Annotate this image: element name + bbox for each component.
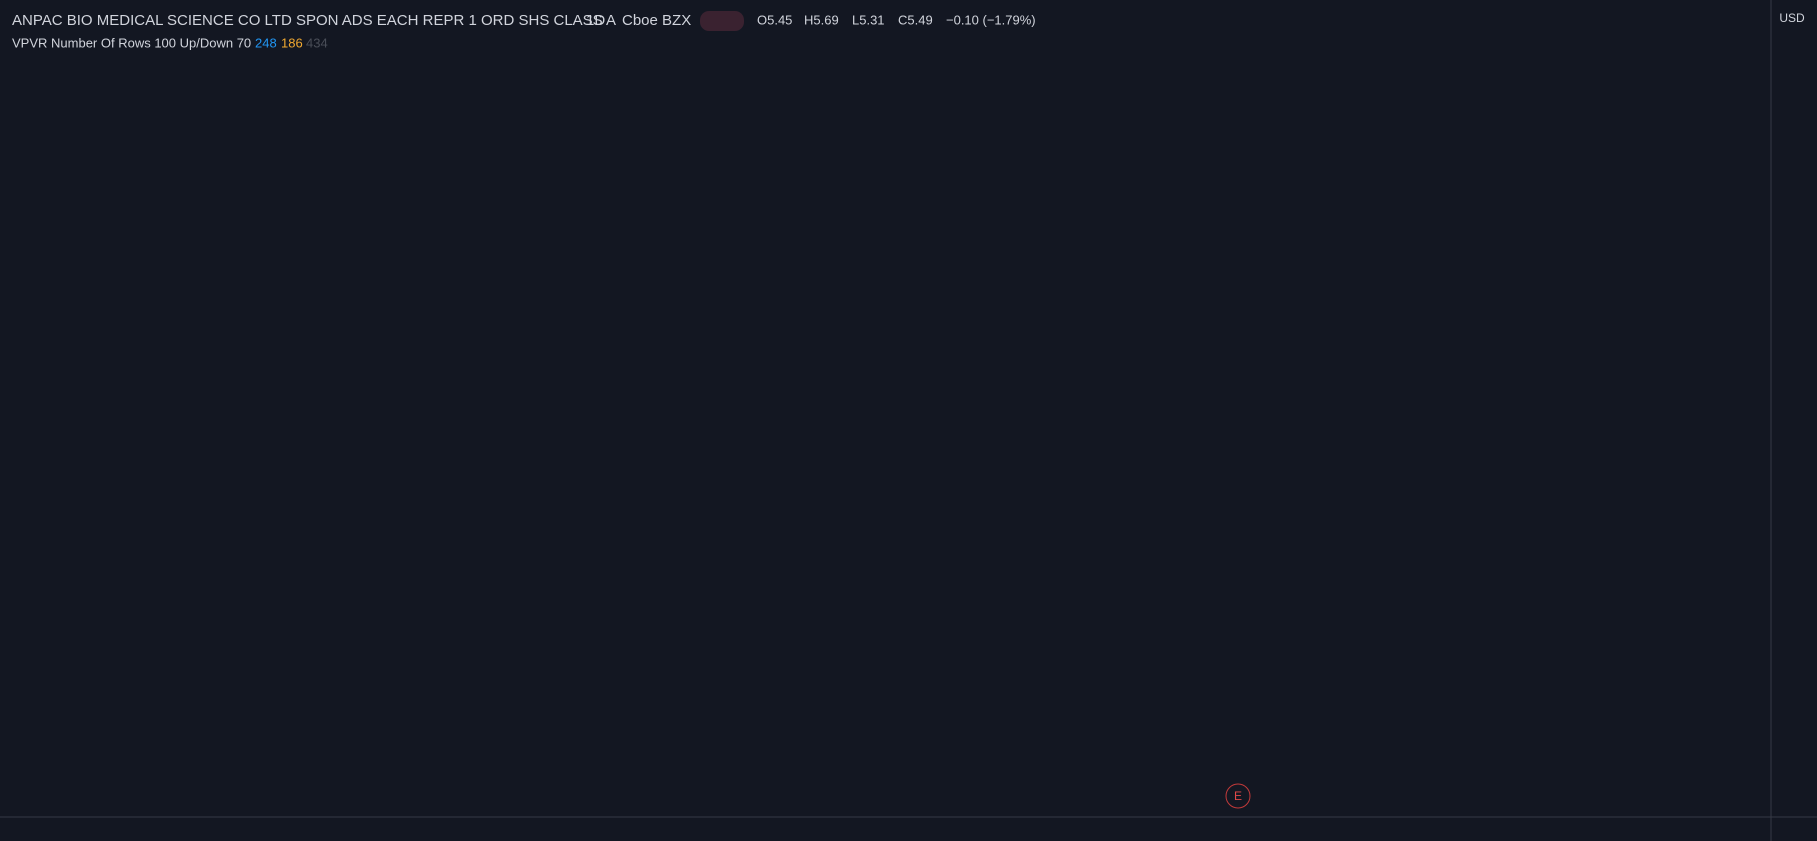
indicator-label: VPVR Number Of Rows 100 Up/Down 70 bbox=[12, 35, 251, 50]
low-label: L5.31 bbox=[852, 12, 885, 27]
earnings-marker[interactable] bbox=[1225, 783, 1251, 809]
indicator-value: 434 bbox=[306, 35, 328, 50]
indicator-value: 248 bbox=[255, 35, 277, 50]
symbol-title: ANPAC BIO MEDICAL SCIENCE CO LTD SPON AD… bbox=[12, 12, 616, 29]
interval: 1D bbox=[586, 12, 605, 29]
status-badge[interactable] bbox=[700, 11, 744, 31]
open-label: O5.45 bbox=[757, 12, 792, 27]
close-label: C5.49 bbox=[898, 12, 933, 27]
exchange: Cboe BZX bbox=[622, 12, 691, 29]
change-label: −0.10 (−1.79%) bbox=[946, 12, 1036, 27]
high-label: H5.69 bbox=[804, 12, 839, 27]
indicator-value: 186 bbox=[281, 35, 303, 50]
currency: USD bbox=[1779, 11, 1805, 25]
earnings-label: E bbox=[1234, 789, 1242, 803]
